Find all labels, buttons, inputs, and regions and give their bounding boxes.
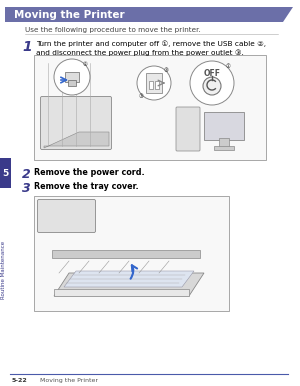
Circle shape bbox=[190, 61, 234, 105]
Circle shape bbox=[54, 59, 90, 95]
Bar bbox=[214, 146, 234, 150]
Text: Use the following procedure to move the printer.: Use the following procedure to move the … bbox=[25, 27, 201, 33]
Bar bbox=[204, 112, 244, 140]
Text: ③: ③ bbox=[164, 68, 168, 73]
Polygon shape bbox=[64, 271, 194, 287]
Bar bbox=[52, 250, 200, 258]
Text: Routine Maintenance: Routine Maintenance bbox=[2, 241, 7, 299]
Bar bbox=[155, 81, 159, 89]
Bar bbox=[219, 138, 229, 148]
Text: 3: 3 bbox=[22, 182, 31, 195]
Text: 1: 1 bbox=[22, 40, 32, 54]
Text: Remove the tray cover.: Remove the tray cover. bbox=[34, 182, 139, 191]
Text: Moving the Printer: Moving the Printer bbox=[14, 10, 124, 20]
FancyBboxPatch shape bbox=[38, 200, 95, 232]
FancyBboxPatch shape bbox=[176, 107, 200, 151]
Bar bbox=[0, 158, 11, 188]
Text: ②: ② bbox=[82, 61, 87, 66]
Bar bbox=[65, 72, 79, 82]
Circle shape bbox=[137, 66, 171, 100]
Circle shape bbox=[203, 77, 221, 95]
Bar bbox=[34, 55, 266, 160]
Bar bbox=[149, 81, 153, 89]
Polygon shape bbox=[54, 273, 204, 296]
Polygon shape bbox=[5, 7, 293, 22]
Text: OFF: OFF bbox=[203, 69, 220, 78]
Text: 5: 5 bbox=[2, 169, 9, 178]
Bar bbox=[146, 73, 162, 93]
Text: Moving the Printer: Moving the Printer bbox=[40, 378, 98, 383]
Polygon shape bbox=[54, 289, 189, 296]
Polygon shape bbox=[44, 132, 109, 148]
FancyBboxPatch shape bbox=[40, 96, 112, 149]
Bar bbox=[68, 80, 76, 86]
Text: 5-22: 5-22 bbox=[12, 378, 28, 383]
Bar bbox=[34, 196, 229, 311]
Text: Turn the printer and computer off ①, remove the USB cable ②,
and disconnect the : Turn the printer and computer off ①, rem… bbox=[36, 40, 266, 56]
Text: ①: ① bbox=[226, 64, 230, 69]
Text: Remove the power cord.: Remove the power cord. bbox=[34, 168, 145, 177]
Text: ③: ③ bbox=[139, 93, 143, 98]
Text: 2: 2 bbox=[22, 168, 31, 181]
